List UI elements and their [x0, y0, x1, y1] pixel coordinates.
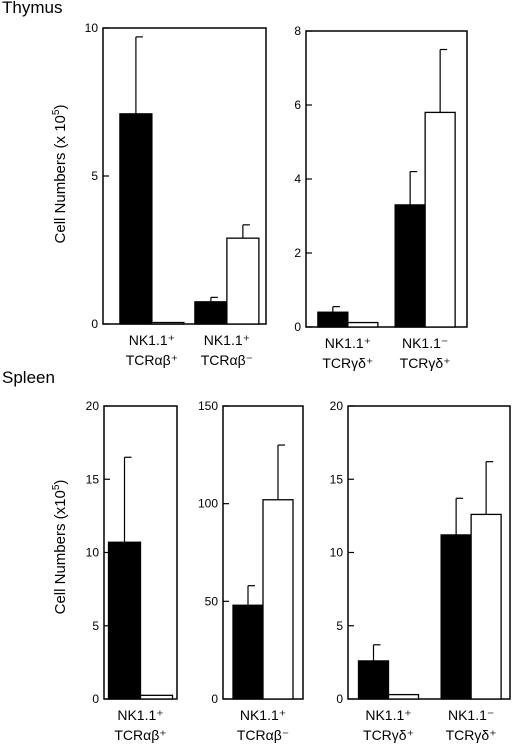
group-label-line2: TCRαβ⁺: [126, 352, 178, 368]
y-tick-label: 20: [330, 399, 344, 413]
group-label-line1: NK1.1⁺: [325, 335, 371, 351]
y-tick-label: 5: [336, 619, 343, 633]
y-tick-label: 5: [92, 619, 99, 633]
chart-panel-5: 0 5 10 15 20 NK1.1⁺ TCRγδ⁺ NK1.1⁻ TCRγδ⁺: [330, 399, 511, 743]
group-label-line1: NK1.1⁺: [204, 332, 250, 348]
group-label-line2: TCRαβ⁻: [237, 727, 289, 743]
y-tick-label: 6: [294, 98, 301, 112]
bar-open: [347, 321, 379, 328]
section-label-spleen: Spleen: [2, 368, 55, 387]
bar-open: [262, 499, 294, 700]
y-tick-label: 2: [294, 246, 301, 260]
chart-panel-1: 0 5 10 NK1.1⁺ TCRαβ⁺ NK1.1⁺ TCRαβ⁻: [85, 21, 267, 368]
y-tick-label: 0: [336, 692, 343, 706]
bar-filled: [357, 660, 390, 700]
y-tick-label: 15: [86, 472, 100, 486]
y-tick-label: 50: [205, 594, 219, 608]
bar-filled: [107, 541, 142, 700]
group-label-line2: TCRγδ⁺: [446, 727, 497, 743]
y-tick-label: 10: [85, 21, 99, 35]
y-tick-label: 0: [294, 320, 301, 334]
y-tick-label: 150: [198, 399, 218, 413]
y-tick-label: 4: [294, 172, 301, 186]
chart-panel-3: 0 5 10 15 20 NK1.1⁺ TCRαβ⁺: [86, 399, 178, 743]
bar-open: [139, 694, 174, 700]
group-label-line1: NK1.1⁺: [240, 707, 286, 723]
y-tick-label: 0: [91, 317, 98, 331]
y-tick-label: 10: [330, 546, 344, 560]
bar-open: [151, 321, 185, 325]
y-tick-label: 0: [211, 692, 218, 706]
y-tick-label: 15: [330, 472, 344, 486]
group-label-line1: NK1.1⁺: [129, 332, 175, 348]
bar-open: [387, 693, 420, 700]
y-tick-label: 100: [198, 497, 218, 511]
group-label-line1: NK1.1⁺: [365, 707, 411, 723]
bar-open: [424, 111, 456, 328]
chart-panel-2: 0 2 4 6 8 NK1.1⁺ TCRγδ⁺ NK1.1⁻ TCRγδ⁺: [294, 24, 468, 371]
y-tick-label: 20: [86, 399, 100, 413]
group-label-line2: TCRγδ⁺: [322, 355, 373, 371]
group-label-line2: TCRαβ⁺: [114, 727, 166, 743]
bar-open: [470, 513, 502, 700]
group-label-line1: NK1.1⁻: [402, 335, 448, 351]
bar-filled: [394, 204, 426, 328]
bar-filled: [317, 311, 349, 328]
bar-filled: [119, 113, 153, 325]
group-label-line2: TCRαβ⁻: [201, 352, 253, 368]
bar-filled: [232, 604, 264, 700]
y-tick-label: 10: [86, 546, 100, 560]
group-label-line1: NK1.1⁺: [117, 707, 163, 723]
bar-filled: [440, 534, 472, 700]
group-label-line2: TCRγδ⁺: [400, 355, 451, 371]
group-label-line2: TCRγδ⁺: [363, 727, 414, 743]
bar-open: [226, 237, 260, 325]
y-tick-label: 0: [92, 692, 99, 706]
group-label-line1: NK1.1⁻: [448, 707, 494, 723]
section-label-thymus: Thymus: [2, 0, 63, 17]
chart-panel-4: 0 50 100 150 NK1.1⁺ TCRαβ⁻: [198, 399, 304, 743]
y-tick-label: 8: [294, 24, 301, 38]
bar-filled: [194, 301, 228, 325]
y-tick-label: 5: [91, 169, 98, 183]
